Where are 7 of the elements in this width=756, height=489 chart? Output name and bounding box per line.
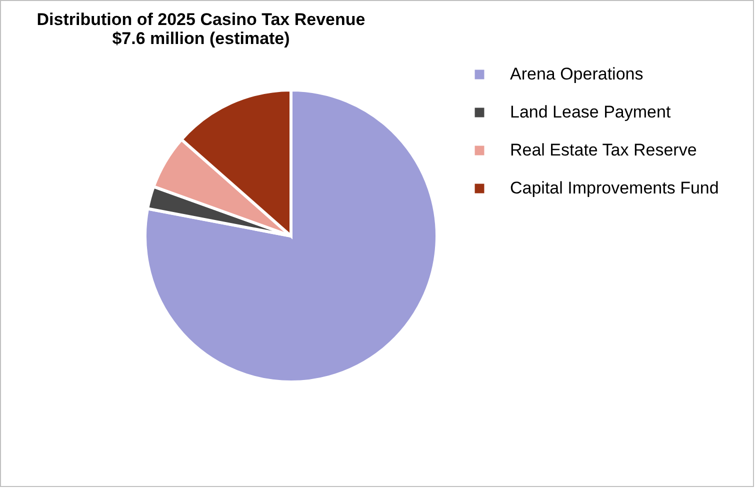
legend-label: Capital Improvements Fund [510,178,719,198]
legend-label: Land Lease Payment [510,102,671,122]
legend-label: Real Estate Tax Reserve [510,140,697,160]
text: Distribution of 2025 Casino Tax Revenue [36,10,366,29]
text: $7.6 million (estimate) [112,29,290,48]
pie-slice [144,88,438,384]
legend-label: Arena Operations [510,64,644,84]
